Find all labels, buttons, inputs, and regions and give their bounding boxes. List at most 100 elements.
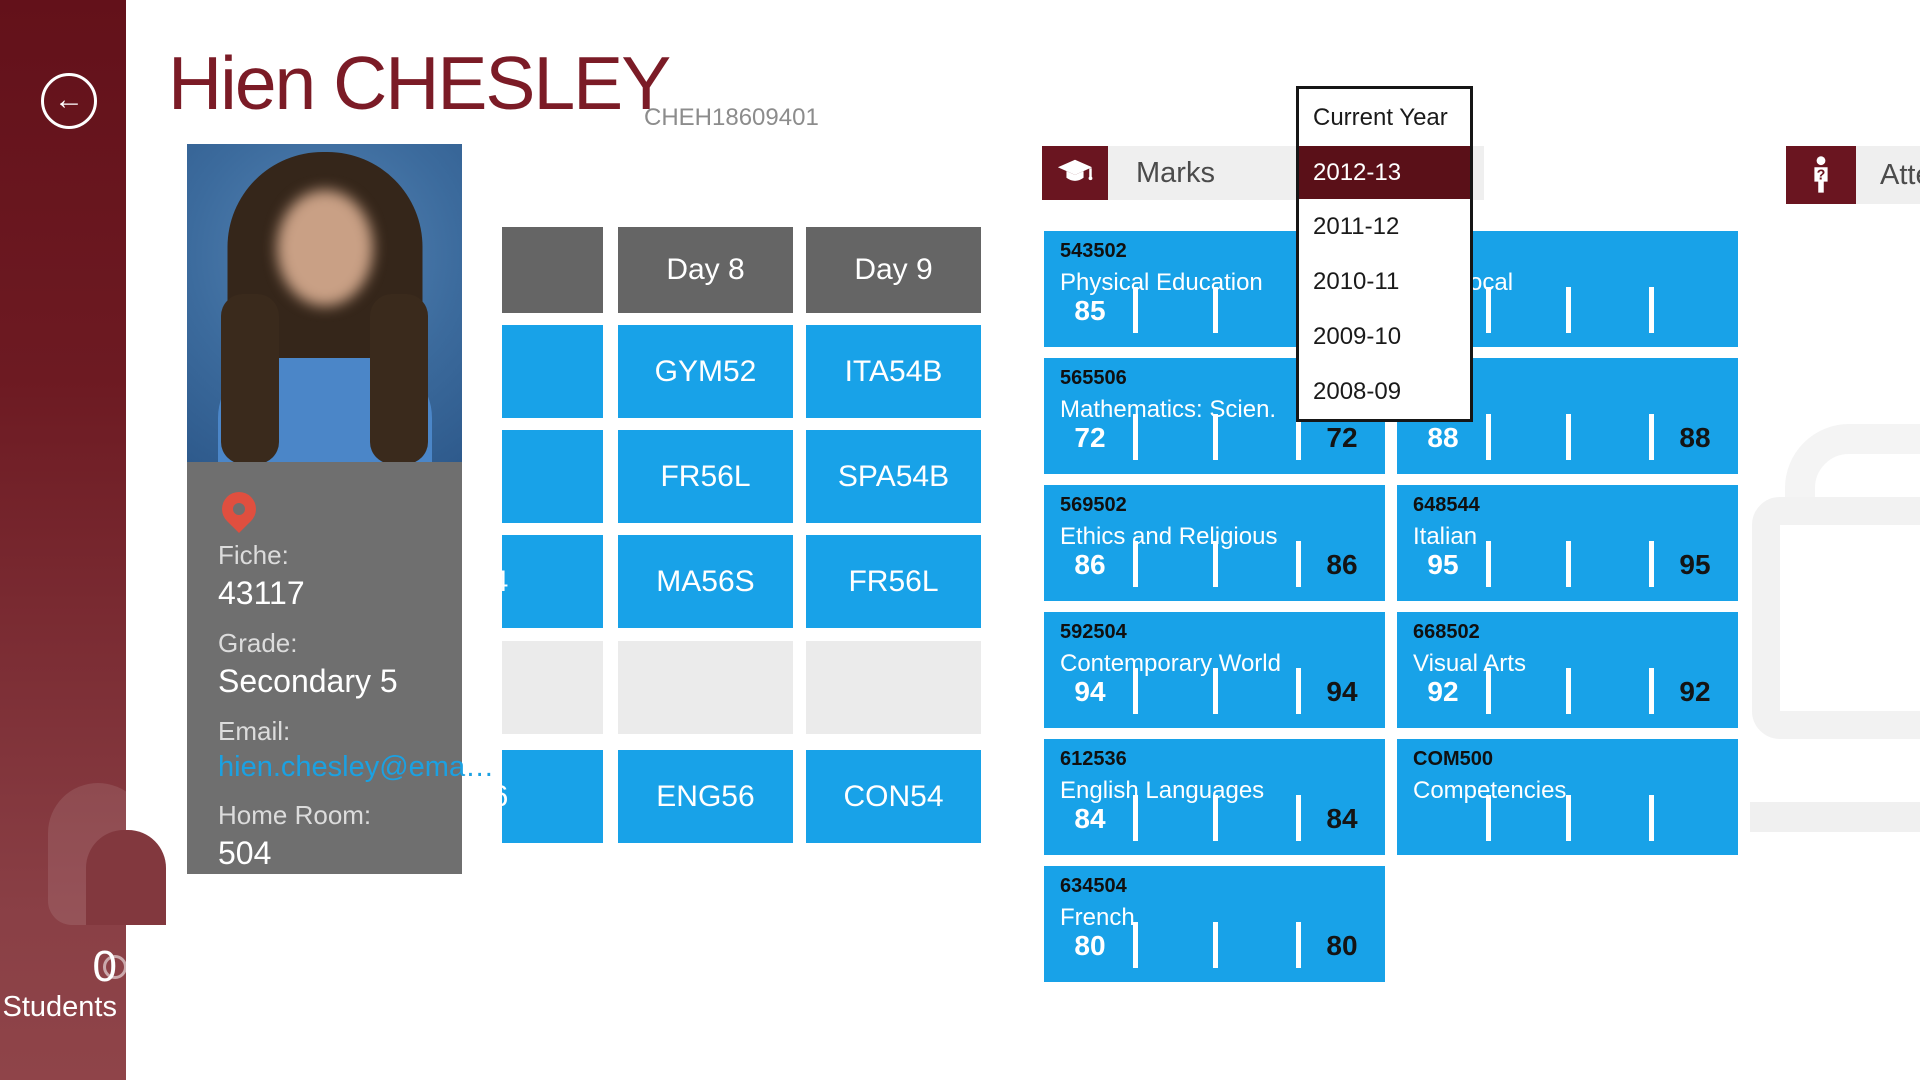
term-divider [1133,541,1138,587]
schedule-grid: ay 7 A54B A56S ON54 NG56 Day 8 GYM52 FR5… [502,227,988,847]
course-name: English Languages [1060,777,1265,804]
schedule-tile-day9-p3[interactable]: FR56L [806,535,981,628]
term-divider [1566,668,1571,714]
schedule-tile-day7-empty [502,641,603,734]
schedule-tile-day8-empty [618,641,793,734]
schedule-tile-day8-p5[interactable]: ENG56 [618,750,793,843]
course-code: A54B [502,355,503,389]
schedule-tile-day7-p2[interactable]: A56S [502,430,603,523]
year-dropdown-open: Current Year 2012-13 2011-12 2010-11 200… [1296,86,1473,422]
term-divider [1296,922,1301,968]
mark-tile-contemporary-world[interactable]: 592504 Contemporary World 94 94 [1044,612,1385,728]
student-id: CHEH18609401 [644,104,819,131]
photo-hair-strand-right [370,294,428,462]
term-divider [1566,414,1571,460]
term-mark: 88 [1427,422,1459,453]
term-mark: 94 [1074,676,1106,707]
term-divider [1213,541,1218,587]
term-divider [1213,287,1218,333]
course-code: 565506 [1060,367,1127,389]
schedule-tile-day8-p3[interactable]: MA56S [618,535,793,628]
course-code: 592504 [1060,621,1127,643]
year-option-2008-09[interactable]: 2008-09 [1313,378,1402,405]
mark-tile-visual-arts[interactable]: 668502 Visual Arts 92 92 [1397,612,1738,728]
final-mark: 88 [1679,422,1711,453]
svg-text:?: ? [1817,167,1826,183]
mark-tile-italian[interactable]: 648544 Italian 95 95 [1397,485,1738,601]
term-divider [1133,414,1138,460]
schedule-tile-day8-p1[interactable]: GYM52 [618,325,793,418]
final-mark: 92 [1679,676,1711,707]
marks-section-icon-button[interactable] [1042,146,1108,200]
location-pin-icon [214,484,264,534]
attendance-section-icon-button[interactable]: ? [1786,146,1856,204]
schedule-tile-day7-p3[interactable]: ON54 [502,535,603,628]
student-photo [187,144,462,462]
term-divider [1566,795,1571,841]
term-mark: 86 [1074,549,1106,580]
course-code: 543502 [1060,240,1127,262]
course-code: 668502 [1413,621,1480,643]
term-divider [1649,795,1654,841]
schedule-tile-day9-p1[interactable]: ITA54B [806,325,981,418]
mark-tile-english[interactable]: 612536 English Languages 84 84 [1044,739,1385,855]
final-mark: 86 [1326,549,1358,580]
attendance-section-title: Atte [1880,159,1920,191]
term-divider [1486,795,1491,841]
term-divider [1649,287,1654,333]
course-name: Contemporary World [1060,650,1281,677]
sidebar: ← 0 Students [0,0,166,1080]
course-code: ON54 [502,565,508,599]
schedule-tile-day7-p5[interactable]: NG56 [502,750,603,843]
course-code: SPA54B [837,459,950,493]
email-link[interactable]: hien.chesley@ema… [218,751,495,783]
course-code: ITA54B [844,354,943,388]
fiche-value: 43117 [218,575,305,611]
year-option-current[interactable]: Current Year [1313,104,1448,131]
back-button[interactable]: ← [41,73,97,129]
schedule-tile-day8-p2[interactable]: FR56L [618,430,793,523]
term-divider [1296,795,1301,841]
fiche-label: Fiche: [218,540,289,570]
term-mark: 95 [1427,549,1459,580]
mark-tile-ethics[interactable]: 569502 Ethics and Religious 86 86 [1044,485,1385,601]
mark-tile-french[interactable]: 634504 French 80 80 [1044,866,1385,982]
course-code: FR56L [848,564,939,598]
schedule-tile-day9-p2[interactable]: SPA54B [806,430,981,523]
schedule-tile-day9-empty [806,641,981,734]
year-option-2010-11[interactable]: 2010-11 [1313,268,1400,295]
year-option-2011-12[interactable]: 2011-12 [1313,213,1400,240]
year-option-2012-13-selected[interactable]: 2012-13 [1299,146,1470,199]
page-title-student-name: Hien CHESLEY [168,41,671,125]
term-divider [1486,414,1491,460]
term-divider [1296,541,1301,587]
homeroom-value: 504 [218,835,272,871]
course-code: 569502 [1060,494,1127,516]
year-option-2009-10[interactable]: 2009-10 [1313,323,1402,350]
term-divider [1486,287,1491,333]
grade-label: Grade: [218,628,298,658]
mark-tile-competencies[interactable]: COM500 Competencies [1397,739,1738,855]
course-name: French [1060,904,1135,931]
person-question-icon: ? [1814,156,1828,193]
course-name: Visual Arts [1413,650,1526,677]
course-name: Ethics and Religious [1060,523,1278,550]
course-code: GYM52 [654,354,757,388]
term-mark: 92 [1427,676,1459,707]
final-mark: 84 [1326,803,1358,834]
term-mark: 84 [1074,803,1106,834]
term-divider [1296,668,1301,714]
term-divider [1213,795,1218,841]
schedule-tile-day9-p5[interactable]: CON54 [806,750,981,843]
term-divider [1213,414,1218,460]
course-name-fragment: ocal [1469,269,1514,296]
term-divider [1133,287,1138,333]
schedule-tile-day7-p1[interactable]: A54B [502,325,603,418]
sidebar-logo-watermark-notch [86,830,166,925]
attendance-section-header[interactable]: Atte [1856,146,1920,204]
term-divider [1649,541,1654,587]
photo-face-blurred [276,190,373,306]
course-code: FR56L [660,459,751,493]
course-code: NG56 [502,780,508,814]
